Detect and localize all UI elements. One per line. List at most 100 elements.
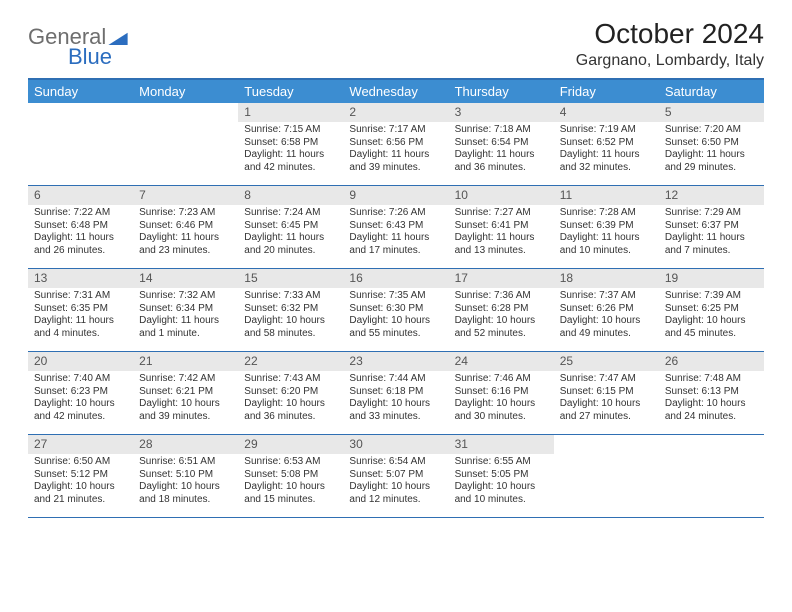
sunrise-text: Sunrise: 7:37 AM <box>554 290 659 303</box>
daylight-text: Daylight: 11 hours and 13 minutes. <box>449 232 554 257</box>
sunrise-text: Sunrise: 6:50 AM <box>28 456 133 469</box>
day-cell: 12Sunrise: 7:29 AMSunset: 6:37 PMDayligh… <box>659 186 764 268</box>
daylight-text: Daylight: 10 hours and 15 minutes. <box>238 481 343 506</box>
day-number: 25 <box>554 352 659 371</box>
day-number: 23 <box>343 352 448 371</box>
daylight-text: Daylight: 10 hours and 42 minutes. <box>28 398 133 423</box>
day-cell <box>28 103 133 185</box>
sunset-text: Sunset: 6:21 PM <box>133 386 238 399</box>
day-cell: 11Sunrise: 7:28 AMSunset: 6:39 PMDayligh… <box>554 186 659 268</box>
sunset-text: Sunset: 6:37 PM <box>659 220 764 233</box>
day-number: 29 <box>238 435 343 454</box>
day-number: 26 <box>659 352 764 371</box>
sunset-text: Sunset: 6:34 PM <box>133 303 238 316</box>
daylight-text: Daylight: 10 hours and 18 minutes. <box>133 481 238 506</box>
daylight-text: Daylight: 11 hours and 42 minutes. <box>238 149 343 174</box>
day-cell: 16Sunrise: 7:35 AMSunset: 6:30 PMDayligh… <box>343 269 448 351</box>
day-number: 17 <box>449 269 554 288</box>
sunrise-text: Sunrise: 7:43 AM <box>238 373 343 386</box>
sunset-text: Sunset: 6:26 PM <box>554 303 659 316</box>
day-number: 6 <box>28 186 133 205</box>
day-number: 16 <box>343 269 448 288</box>
day-cell <box>133 103 238 185</box>
daylight-text: Daylight: 10 hours and 10 minutes. <box>449 481 554 506</box>
weeks-container: 1Sunrise: 7:15 AMSunset: 6:58 PMDaylight… <box>28 103 764 518</box>
sunset-text: Sunset: 6:35 PM <box>28 303 133 316</box>
day-cell: 30Sunrise: 6:54 AMSunset: 5:07 PMDayligh… <box>343 435 448 517</box>
day-number: 21 <box>133 352 238 371</box>
day-cell: 31Sunrise: 6:55 AMSunset: 5:05 PMDayligh… <box>449 435 554 517</box>
sunset-text: Sunset: 6:25 PM <box>659 303 764 316</box>
day-number: 9 <box>343 186 448 205</box>
week-row: 20Sunrise: 7:40 AMSunset: 6:23 PMDayligh… <box>28 352 764 435</box>
day-cell: 27Sunrise: 6:50 AMSunset: 5:12 PMDayligh… <box>28 435 133 517</box>
day-number <box>659 435 764 439</box>
day-number: 28 <box>133 435 238 454</box>
daylight-text: Daylight: 10 hours and 55 minutes. <box>343 315 448 340</box>
sunrise-text: Sunrise: 6:53 AM <box>238 456 343 469</box>
calendar-grid: SundayMondayTuesdayWednesdayThursdayFrid… <box>28 78 764 518</box>
sunset-text: Sunset: 6:20 PM <box>238 386 343 399</box>
sunset-text: Sunset: 6:54 PM <box>449 137 554 150</box>
sunrise-text: Sunrise: 7:40 AM <box>28 373 133 386</box>
sunset-text: Sunset: 6:50 PM <box>659 137 764 150</box>
sunset-text: Sunset: 5:05 PM <box>449 469 554 482</box>
day-number: 8 <box>238 186 343 205</box>
logo-text-blue: Blue <box>68 44 112 70</box>
sunrise-text: Sunrise: 7:27 AM <box>449 207 554 220</box>
sunrise-text: Sunrise: 7:35 AM <box>343 290 448 303</box>
day-number: 12 <box>659 186 764 205</box>
day-number <box>133 103 238 107</box>
weekday-monday: Monday <box>133 80 238 103</box>
day-cell: 17Sunrise: 7:36 AMSunset: 6:28 PMDayligh… <box>449 269 554 351</box>
day-cell: 26Sunrise: 7:48 AMSunset: 6:13 PMDayligh… <box>659 352 764 434</box>
day-number: 1 <box>238 103 343 122</box>
daylight-text: Daylight: 11 hours and 20 minutes. <box>238 232 343 257</box>
sunrise-text: Sunrise: 7:17 AM <box>343 124 448 137</box>
sunset-text: Sunset: 6:52 PM <box>554 137 659 150</box>
weekday-sunday: Sunday <box>28 80 133 103</box>
daylight-text: Daylight: 10 hours and 27 minutes. <box>554 398 659 423</box>
day-cell: 6Sunrise: 7:22 AMSunset: 6:48 PMDaylight… <box>28 186 133 268</box>
sunset-text: Sunset: 6:39 PM <box>554 220 659 233</box>
day-cell: 1Sunrise: 7:15 AMSunset: 6:58 PMDaylight… <box>238 103 343 185</box>
day-number: 2 <box>343 103 448 122</box>
daylight-text: Daylight: 11 hours and 4 minutes. <box>28 315 133 340</box>
daylight-text: Daylight: 11 hours and 29 minutes. <box>659 149 764 174</box>
daylight-text: Daylight: 11 hours and 1 minute. <box>133 315 238 340</box>
day-cell: 3Sunrise: 7:18 AMSunset: 6:54 PMDaylight… <box>449 103 554 185</box>
day-cell: 9Sunrise: 7:26 AMSunset: 6:43 PMDaylight… <box>343 186 448 268</box>
daylight-text: Daylight: 11 hours and 23 minutes. <box>133 232 238 257</box>
month-title: October 2024 <box>576 18 764 50</box>
day-cell: 29Sunrise: 6:53 AMSunset: 5:08 PMDayligh… <box>238 435 343 517</box>
sunset-text: Sunset: 6:23 PM <box>28 386 133 399</box>
daylight-text: Daylight: 11 hours and 26 minutes. <box>28 232 133 257</box>
sunrise-text: Sunrise: 7:28 AM <box>554 207 659 220</box>
day-cell: 24Sunrise: 7:46 AMSunset: 6:16 PMDayligh… <box>449 352 554 434</box>
day-number: 20 <box>28 352 133 371</box>
day-cell: 18Sunrise: 7:37 AMSunset: 6:26 PMDayligh… <box>554 269 659 351</box>
sunset-text: Sunset: 6:18 PM <box>343 386 448 399</box>
sunset-text: Sunset: 6:32 PM <box>238 303 343 316</box>
day-number: 13 <box>28 269 133 288</box>
sunrise-text: Sunrise: 7:26 AM <box>343 207 448 220</box>
day-number: 30 <box>343 435 448 454</box>
day-number: 15 <box>238 269 343 288</box>
sunset-text: Sunset: 5:12 PM <box>28 469 133 482</box>
sunrise-text: Sunrise: 6:51 AM <box>133 456 238 469</box>
header: GeneralBlue October 2024 Gargnano, Lomba… <box>28 18 764 70</box>
day-number: 4 <box>554 103 659 122</box>
location-label: Gargnano, Lombardy, Italy <box>576 52 764 70</box>
day-cell: 8Sunrise: 7:24 AMSunset: 6:45 PMDaylight… <box>238 186 343 268</box>
sunrise-text: Sunrise: 7:46 AM <box>449 373 554 386</box>
daylight-text: Daylight: 10 hours and 45 minutes. <box>659 315 764 340</box>
sunrise-text: Sunrise: 7:23 AM <box>133 207 238 220</box>
sunrise-text: Sunrise: 7:31 AM <box>28 290 133 303</box>
day-cell: 10Sunrise: 7:27 AMSunset: 6:41 PMDayligh… <box>449 186 554 268</box>
calendar-page: GeneralBlue October 2024 Gargnano, Lomba… <box>0 0 792 536</box>
logo: GeneralBlue <box>28 24 128 70</box>
sunset-text: Sunset: 6:15 PM <box>554 386 659 399</box>
sunrise-text: Sunrise: 7:20 AM <box>659 124 764 137</box>
weekday-wednesday: Wednesday <box>343 80 448 103</box>
sunrise-text: Sunrise: 7:48 AM <box>659 373 764 386</box>
